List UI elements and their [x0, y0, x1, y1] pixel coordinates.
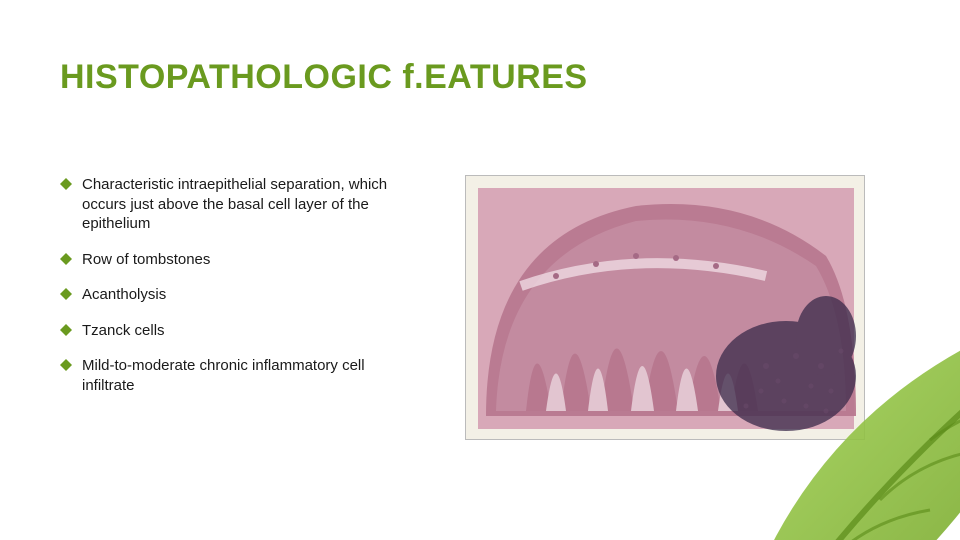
bullet-text: Tzanck cells	[82, 321, 420, 341]
slide-title: HISTOPATHOLOGIC f.EATURES	[60, 58, 588, 97]
bullet-list: Characteristic intraepithelial separatio…	[60, 175, 420, 411]
bullet-text: Characteristic intraepithelial separatio…	[82, 175, 420, 234]
diamond-bullet-icon	[60, 359, 72, 371]
bullet-item: Row of tombstones	[60, 250, 420, 270]
diamond-bullet-icon	[60, 178, 72, 190]
diamond-bullet-icon	[60, 253, 72, 265]
diamond-bullet-icon	[60, 288, 72, 300]
bullet-text: Acantholysis	[82, 285, 420, 305]
diamond-bullet-icon	[60, 324, 72, 336]
bullet-text: Mild-to-moderate chronic inflammatory ce…	[82, 356, 420, 395]
slide: HISTOPATHOLOGIC f.EATURES Characteristic…	[0, 0, 960, 540]
bullet-item: Acantholysis	[60, 285, 420, 305]
bullet-item: Mild-to-moderate chronic inflammatory ce…	[60, 356, 420, 395]
bullet-item: Characteristic intraepithelial separatio…	[60, 175, 420, 234]
bullet-item: Tzanck cells	[60, 321, 420, 341]
bullet-text: Row of tombstones	[82, 250, 420, 270]
histology-image	[465, 175, 865, 440]
